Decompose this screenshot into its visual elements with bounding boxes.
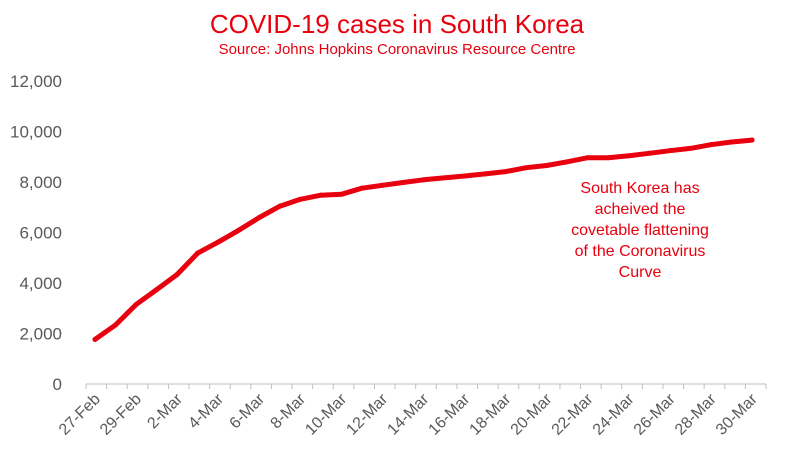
data-point: [133, 301, 139, 307]
x-tick-label: 4-Mar: [185, 390, 227, 432]
data-point: [749, 137, 755, 143]
y-tick-label: 6,000: [19, 224, 62, 243]
data-point: [585, 155, 591, 161]
data-point: [482, 171, 488, 177]
y-tick-label: 4,000: [19, 274, 62, 293]
annotation-line: of the Coronavirus: [575, 243, 706, 260]
data-point: [277, 203, 283, 209]
y-tick-label: 0: [53, 375, 62, 394]
annotation-line: South Korea has: [580, 180, 699, 197]
y-axis: 0 2,000 4,000 6,000 8,000 10,000 12,000: [10, 72, 62, 394]
data-point: [338, 191, 344, 197]
data-point: [421, 177, 426, 183]
x-tick-label: 2-Mar: [144, 390, 186, 432]
data-point: [92, 336, 98, 342]
data-point: [236, 227, 242, 233]
chart-annotation: South Korea has acheived the covetable fla…: [571, 180, 709, 281]
chart-subtitle: Source: Johns Hopkins Coronavirus Resour…: [219, 41, 576, 58]
data-point: [544, 163, 550, 169]
data-point: [215, 239, 221, 245]
data-point: [626, 153, 632, 159]
annotation-line: acheived the: [595, 201, 686, 218]
data-point: [113, 322, 119, 328]
x-tick-label: 27-Feb: [56, 391, 104, 439]
data-point: [605, 155, 611, 161]
data-point: [503, 169, 509, 175]
data-point: [297, 196, 303, 202]
data-point: [318, 192, 324, 198]
x-tick-label: 26-Mar: [631, 390, 679, 438]
data-point: [462, 173, 468, 179]
data-point: [174, 272, 180, 278]
x-tick-label: 14-Mar: [384, 390, 432, 438]
data-point: [256, 215, 262, 221]
x-tick-label: 24-Mar: [590, 390, 638, 438]
x-tick-label: 6-Mar: [227, 390, 269, 432]
annotation-line: Curve: [619, 264, 662, 281]
data-point: [195, 250, 201, 256]
x-tick-label: 18-Mar: [467, 390, 515, 438]
chart-title: COVID-19 cases in South Korea: [210, 9, 585, 39]
data-point: [646, 150, 652, 156]
data-point: [400, 180, 406, 186]
data-point: [667, 148, 673, 154]
y-tick-label: 2,000: [19, 325, 62, 344]
x-tick-label: 10-Mar: [302, 390, 350, 438]
data-point: [154, 287, 160, 293]
data-point: [728, 139, 734, 145]
data-point: [687, 145, 693, 151]
x-tick-label: 28-Mar: [672, 390, 720, 438]
x-tick-label: 20-Mar: [508, 390, 556, 438]
plot-area: [92, 137, 755, 342]
x-tick-label: 16-Mar: [426, 390, 474, 438]
data-point: [359, 185, 365, 191]
data-point: [564, 159, 570, 165]
series-line: [92, 137, 755, 342]
x-tick-label: 29-Feb: [97, 391, 145, 439]
x-tick-label: 12-Mar: [343, 390, 391, 438]
y-tick-label: 12,000: [10, 72, 62, 91]
x-tick-label: 22-Mar: [549, 390, 597, 438]
annotation-line: covetable flattening: [571, 222, 709, 239]
data-point: [379, 182, 385, 188]
data-point: [441, 175, 447, 181]
y-tick-label: 10,000: [10, 123, 62, 142]
x-tick-label: 30-Mar: [713, 390, 761, 438]
data-point: [523, 165, 529, 171]
y-tick-label: 8,000: [19, 173, 62, 192]
data-point: [708, 142, 714, 148]
